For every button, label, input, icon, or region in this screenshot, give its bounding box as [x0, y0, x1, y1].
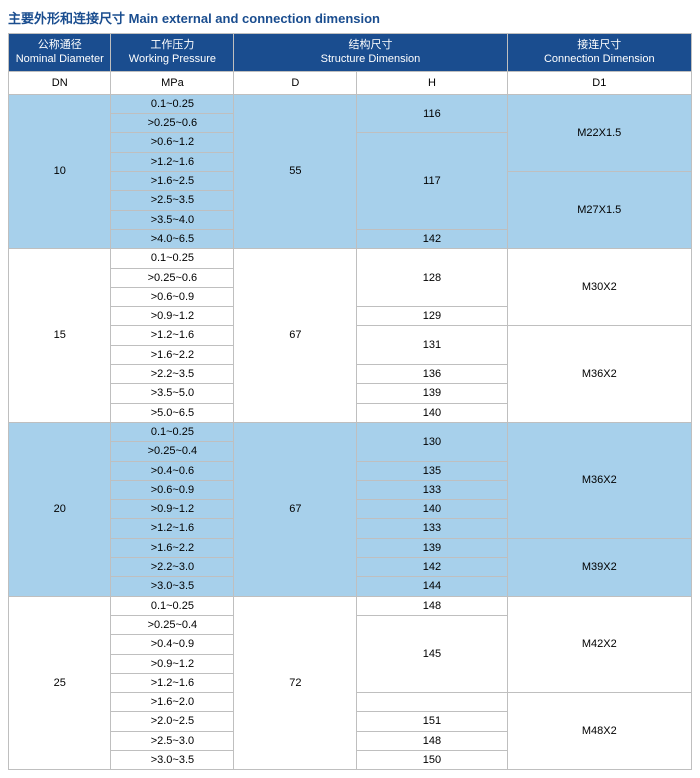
header-mpa: MPa	[111, 71, 234, 94]
cell-mpa: >5.0~6.5	[111, 403, 234, 422]
cell-mpa: >3.0~3.5	[111, 750, 234, 769]
cell-mpa: >0.25~0.6	[111, 114, 234, 133]
cell-d: 55	[234, 94, 357, 248]
header-nominal: 公称通径Nominal Diameter	[9, 34, 111, 72]
header-dn: DN	[9, 71, 111, 94]
cell-dn: 25	[9, 596, 111, 770]
cell-h: 139	[357, 384, 507, 403]
header-structure: 结构尺寸Structure Dimension	[234, 34, 507, 72]
cell-mpa: >0.6~1.2	[111, 133, 234, 152]
cell-d1: M36X2	[507, 422, 691, 538]
cell-h: 140	[357, 500, 507, 519]
cell-h: 148	[357, 596, 507, 615]
cell-mpa: >4.0~6.5	[111, 229, 234, 248]
cell-d: 67	[234, 249, 357, 423]
cell-mpa: >0.25~0.4	[111, 615, 234, 634]
cell-h: 129	[357, 307, 507, 326]
cell-h: 133	[357, 519, 507, 538]
cell-mpa: >2.5~3.5	[111, 191, 234, 210]
header-h: H	[357, 71, 507, 94]
page-title: 主要外形和连接尺寸 Main external and connection d…	[8, 8, 692, 27]
cell-mpa: >1.6~2.2	[111, 538, 234, 557]
cell-mpa: >1.2~1.6	[111, 326, 234, 345]
cell-h: 116	[357, 94, 507, 133]
cell-mpa: 0.1~0.25	[111, 596, 234, 615]
cell-mpa: >0.25~0.6	[111, 268, 234, 287]
cell-mpa: 0.1~0.25	[111, 94, 234, 113]
cell-mpa: >2.5~3.0	[111, 731, 234, 750]
cell-dn: 20	[9, 422, 111, 596]
cell-h: 142	[357, 558, 507, 577]
cell-d1: M39X2	[507, 538, 691, 596]
cell-mpa: >0.9~1.2	[111, 654, 234, 673]
cell-d1: M42X2	[507, 596, 691, 692]
cell-h: 151	[357, 712, 507, 731]
cell-mpa: >1.2~1.6	[111, 152, 234, 171]
cell-mpa: >3.0~3.5	[111, 577, 234, 596]
cell-h: 135	[357, 461, 507, 480]
cell-h: 140	[357, 403, 507, 422]
dimension-table: 公称通径Nominal Diameter 工作压力Working Pressur…	[8, 33, 692, 770]
header-d1: D1	[507, 71, 691, 94]
cell-d: 67	[234, 422, 357, 596]
cell-d1: M30X2	[507, 249, 691, 326]
cell-mpa: >3.5~4.0	[111, 210, 234, 229]
cell-mpa: >1.6~2.2	[111, 345, 234, 364]
cell-mpa: >0.9~1.2	[111, 500, 234, 519]
cell-h: 131	[357, 326, 507, 365]
cell-mpa: >2.0~2.5	[111, 712, 234, 731]
cell-mpa: >1.2~1.6	[111, 519, 234, 538]
cell-h: 145	[357, 615, 507, 692]
cell-dn: 10	[9, 94, 111, 248]
header-d: D	[234, 71, 357, 94]
cell-mpa: 0.1~0.25	[111, 249, 234, 268]
cell-h: 142	[357, 229, 507, 248]
cell-mpa: >0.4~0.6	[111, 461, 234, 480]
cell-d1: M22X1.5	[507, 94, 691, 171]
cell-mpa: >3.5~5.0	[111, 384, 234, 403]
cell-mpa: 0.1~0.25	[111, 422, 234, 441]
cell-h: 150	[357, 750, 507, 769]
cell-mpa: >2.2~3.5	[111, 365, 234, 384]
cell-h: 144	[357, 577, 507, 596]
cell-d: 72	[234, 596, 357, 770]
cell-h	[357, 693, 507, 712]
cell-h: 148	[357, 731, 507, 750]
cell-d1: M36X2	[507, 326, 691, 422]
header-working: 工作压力Working Pressure	[111, 34, 234, 72]
cell-mpa: >1.6~2.0	[111, 693, 234, 712]
cell-h: 117	[357, 133, 507, 229]
cell-h: 130	[357, 422, 507, 461]
cell-d1: M48X2	[507, 693, 691, 770]
cell-h: 128	[357, 249, 507, 307]
cell-mpa: >1.6~2.5	[111, 172, 234, 191]
cell-h: 136	[357, 365, 507, 384]
cell-mpa: >0.6~0.9	[111, 480, 234, 499]
cell-h: 133	[357, 480, 507, 499]
cell-mpa: >0.25~0.4	[111, 442, 234, 461]
cell-h: 139	[357, 538, 507, 557]
cell-dn: 15	[9, 249, 111, 423]
header-connection: 接连尺寸Connection Dimension	[507, 34, 691, 72]
cell-mpa: >1.2~1.6	[111, 673, 234, 692]
cell-mpa: >2.2~3.0	[111, 558, 234, 577]
cell-mpa: >0.9~1.2	[111, 307, 234, 326]
cell-d1: M27X1.5	[507, 172, 691, 249]
cell-mpa: >0.4~0.9	[111, 635, 234, 654]
cell-mpa: >0.6~0.9	[111, 287, 234, 306]
